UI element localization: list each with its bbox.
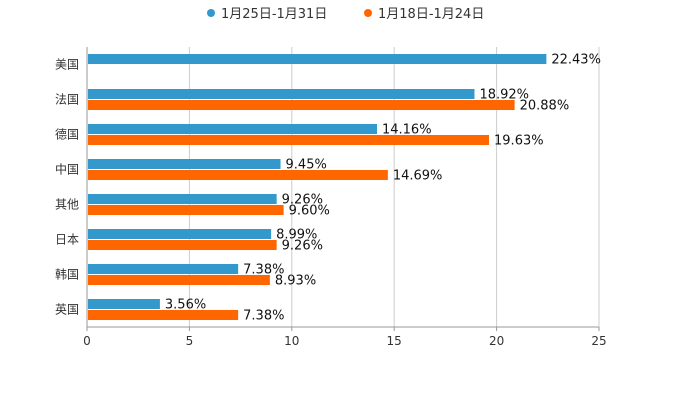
data-label: 7.38% xyxy=(243,263,284,278)
legend-marker xyxy=(364,9,372,17)
bar-series-1[interactable] xyxy=(88,89,475,99)
bar-series-2[interactable] xyxy=(88,100,515,110)
data-label: 9.26% xyxy=(282,193,323,208)
legend-label: 1月18日-1月24日 xyxy=(378,7,484,22)
data-label: 14.69% xyxy=(393,169,443,184)
bar-series-2[interactable] xyxy=(88,170,388,180)
x-tick-label: 15 xyxy=(387,334,402,348)
x-tick-label: 0 xyxy=(83,334,91,348)
category-label: 韩国 xyxy=(55,267,79,282)
data-label: 14.16% xyxy=(382,123,432,138)
bar-series-1[interactable] xyxy=(88,54,547,64)
legend-marker xyxy=(207,9,215,17)
category-label: 日本 xyxy=(55,233,79,247)
bar-series-2[interactable] xyxy=(88,135,490,145)
bar-series-1[interactable] xyxy=(88,124,377,134)
bar-series-2[interactable] xyxy=(88,240,277,250)
bar-series-1[interactable] xyxy=(88,159,281,169)
data-label: 3.56% xyxy=(165,298,206,313)
bar-series-1[interactable] xyxy=(88,194,277,204)
x-tick-label: 10 xyxy=(284,334,299,348)
legend: 1月25日-1月31日 1月18日-1月24日 xyxy=(207,7,484,22)
data-label: 18.92% xyxy=(479,88,529,103)
category-label: 美国 xyxy=(55,58,79,72)
data-label: 20.88% xyxy=(520,99,570,114)
bar-series-2[interactable] xyxy=(88,310,239,320)
data-label: 7.38% xyxy=(243,309,284,324)
bars: 22.43% 18.92%20.88% 14.16% 19.63% 9.45% 14.69… xyxy=(88,53,601,324)
data-label: 9.45% xyxy=(286,158,327,173)
bar-series-2[interactable] xyxy=(88,275,270,285)
x-tick-label: 5 xyxy=(186,334,194,348)
category-label: 英国 xyxy=(55,303,79,317)
bar-series-1[interactable] xyxy=(88,229,272,239)
legend-item[interactable]: 1月25日-1月31日 xyxy=(207,7,327,22)
bar-series-1[interactable] xyxy=(88,264,239,274)
data-label: 19.63% xyxy=(494,134,544,149)
category-label: 法国 xyxy=(55,93,79,107)
category-label: 德国 xyxy=(55,127,79,142)
data-label: 8.93% xyxy=(275,274,316,289)
data-label: 9.26% xyxy=(282,239,323,254)
category-label: 中国 xyxy=(55,162,79,177)
category-label: 其他 xyxy=(55,198,79,212)
bar-series-1[interactable] xyxy=(88,299,160,309)
bar-series-2[interactable] xyxy=(88,205,284,215)
x-tick-label: 20 xyxy=(489,334,504,348)
legend-item[interactable]: 1月18日-1月24日 xyxy=(364,7,484,22)
data-label: 22.43% xyxy=(551,53,601,68)
x-tick-label: 25 xyxy=(591,334,606,348)
data-label: 9.60% xyxy=(289,204,330,219)
legend-label: 1月25日-1月31日 xyxy=(221,7,327,22)
data-label: 8.99% xyxy=(276,228,317,243)
